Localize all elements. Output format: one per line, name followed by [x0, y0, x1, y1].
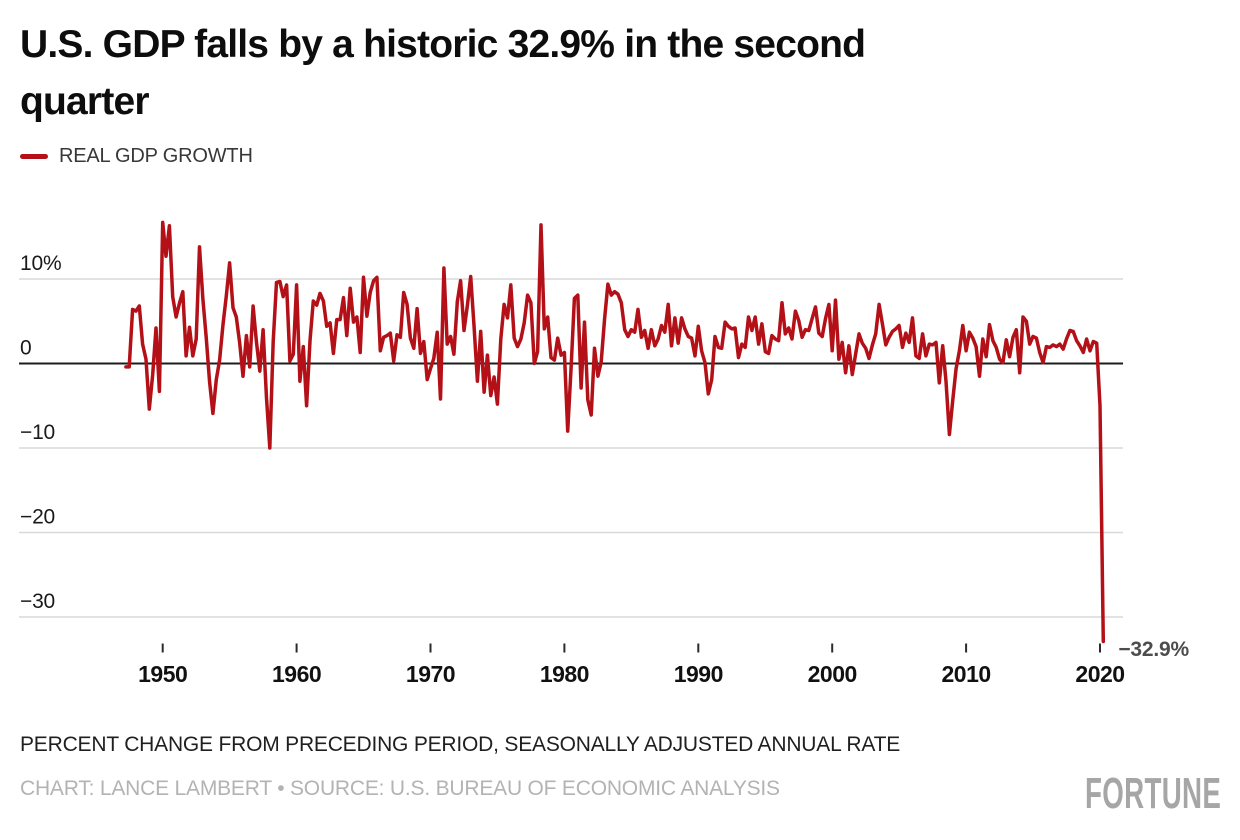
- x-axis-tick-label: 2010: [942, 661, 991, 687]
- legend-label: REAL GDP GROWTH: [59, 144, 253, 167]
- page-title-line2: quarter: [20, 80, 150, 123]
- x-axis-tick-label: 1980: [540, 661, 589, 687]
- page-title-line1: U.S. GDP falls by a historic 32.9% in th…: [20, 23, 866, 66]
- page-title: U.S. GDP falls by a historic 32.9% in th…: [20, 16, 866, 130]
- x-axis-tick-label: 1950: [138, 661, 187, 687]
- y-axis-tick-label: −30: [20, 590, 55, 613]
- real-gdp-growth-line: [124, 220, 1106, 644]
- x-axis-tick-label: 2000: [808, 661, 857, 687]
- low-point-annotation: −32.9%: [1118, 638, 1189, 661]
- x-axis-tick-label: 2020: [1075, 661, 1124, 687]
- y-axis-tick-label: −20: [20, 506, 55, 529]
- chart-credit: CHART: LANCE LAMBERT • SOURCE: U.S. BURE…: [20, 777, 780, 800]
- x-axis-tick-label: 1970: [406, 661, 455, 687]
- y-axis-tick-label: 0: [20, 337, 31, 360]
- fortune-logo-text: FORTUNE: [1085, 769, 1222, 818]
- x-axis-tick-label: 1990: [674, 661, 723, 687]
- chart-footnote: PERCENT CHANGE FROM PRECEDING PERIOD, SE…: [20, 733, 901, 756]
- x-axis-tick-label: 1960: [272, 661, 321, 687]
- y-axis-tick-label: −10: [20, 421, 55, 444]
- y-axis-tick-label: 10%: [20, 252, 61, 275]
- fortune-logo: FORTUNE: [1085, 769, 1221, 818]
- legend: REAL GDP GROWTH: [20, 144, 253, 168]
- legend-line-swatch-icon: [20, 153, 48, 159]
